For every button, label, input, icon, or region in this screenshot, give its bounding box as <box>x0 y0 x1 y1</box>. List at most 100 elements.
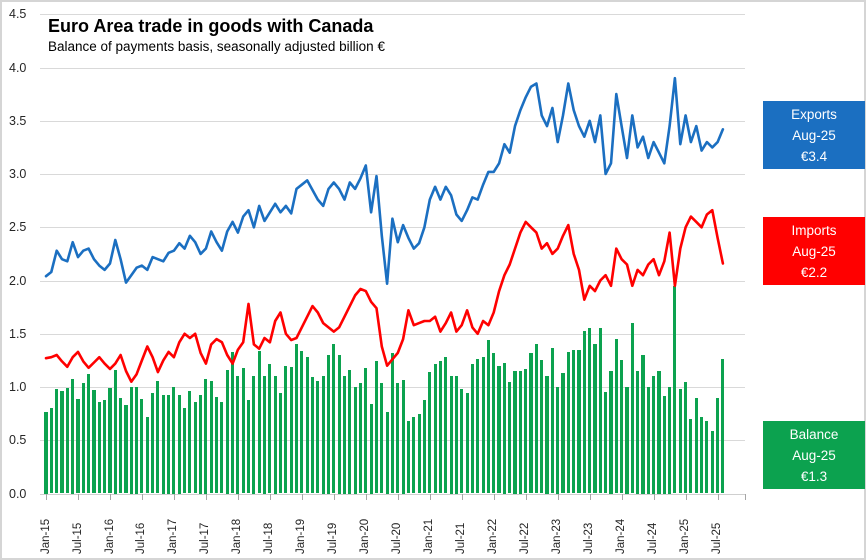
x-tick-label: Jul-24 <box>647 522 660 554</box>
exports-line <box>44 76 725 286</box>
x-tick-mark <box>525 494 527 500</box>
balance-bar <box>652 376 656 494</box>
balance-bar <box>668 387 672 494</box>
imports-line <box>44 208 725 384</box>
balance-bar <box>305 357 309 494</box>
balance-bar <box>231 351 235 494</box>
balance-bar <box>380 382 384 494</box>
balance-bar <box>678 389 682 494</box>
balance-bar <box>268 363 272 494</box>
balance-bar <box>673 285 677 494</box>
balance-bar <box>582 330 586 494</box>
x-tick-mark <box>461 494 463 500</box>
balance-bar <box>60 391 64 494</box>
x-tick-mark <box>653 494 655 500</box>
balance-bar <box>76 398 80 494</box>
x-tick-mark <box>685 494 687 500</box>
balance-bar <box>364 367 368 494</box>
balance-bar <box>124 405 128 494</box>
x-tick-label: Jan-17 <box>167 518 180 554</box>
balance-bar <box>385 411 389 494</box>
balance-bar <box>545 376 549 494</box>
x-tick-mark <box>717 494 719 500</box>
balance-bar <box>49 408 53 494</box>
balance-bar <box>433 363 437 494</box>
balance-bar <box>700 416 704 494</box>
balance-bar <box>550 347 554 494</box>
balance-bar <box>566 351 570 494</box>
exports-callout-date: Aug-25 <box>792 127 836 143</box>
y-tick-label: 3.5 <box>9 113 27 128</box>
balance-bar <box>534 344 538 494</box>
balance-bar <box>87 374 91 494</box>
balance-bar <box>289 366 293 494</box>
balance-bar <box>620 360 624 494</box>
x-tick-mark <box>397 494 399 500</box>
x-tick-label: Jul-22 <box>519 522 532 554</box>
imports-callout-value: €2.2 <box>800 264 828 280</box>
y-tick-label: 4.5 <box>9 7 27 22</box>
x-tick-mark <box>365 494 367 500</box>
balance-bar <box>97 401 101 494</box>
gridline <box>40 120 745 122</box>
gridline <box>40 174 745 175</box>
balance-bar <box>641 355 645 494</box>
balance-bar <box>119 397 123 494</box>
balance-bar <box>529 352 533 494</box>
balance-bar <box>497 365 501 494</box>
exports-callout: Exports Aug-25 €3.4 <box>763 101 865 169</box>
balance-bar <box>135 387 139 494</box>
balance-bar <box>151 393 155 494</box>
y-tick-label: 3.0 <box>9 167 27 181</box>
balance-callout-value: €1.3 <box>800 468 828 484</box>
balance-bar <box>444 357 448 494</box>
x-tick-mark <box>621 494 623 500</box>
balance-bar <box>406 421 410 494</box>
balance-bar <box>225 370 229 494</box>
balance-bar <box>167 394 171 494</box>
balance-bar <box>716 397 720 494</box>
x-tick-mark <box>237 494 239 500</box>
balance-bar <box>593 344 597 494</box>
gridline <box>40 280 745 282</box>
balance-bar <box>236 376 240 494</box>
balance-bar <box>353 387 357 494</box>
balance-bar <box>369 404 373 494</box>
x-tick-label: Jan-23 <box>551 518 564 554</box>
imports-callout-name: Imports <box>791 222 837 238</box>
balance-callout-date: Aug-25 <box>792 447 836 463</box>
balance-bar <box>470 363 474 494</box>
balance-bar <box>321 376 325 494</box>
balance-bar <box>609 371 613 494</box>
exports-callout-name: Exports <box>791 106 837 122</box>
y-tick-label: 0.5 <box>9 433 27 448</box>
balance-bar <box>199 394 203 494</box>
balance-bar <box>358 382 363 494</box>
balance-bar <box>252 376 256 494</box>
balance-bar <box>598 328 602 494</box>
x-tick-mark <box>493 494 495 500</box>
balance-bar <box>481 357 485 494</box>
x-tick-label: Jan-22 <box>487 518 500 554</box>
balance-bar <box>577 349 581 494</box>
y-tick-label: 2.5 <box>9 220 27 235</box>
balance-bar <box>156 380 160 494</box>
balance-bar <box>572 349 576 494</box>
balance-bar <box>465 393 469 494</box>
balance-bar <box>374 361 379 494</box>
x-tick-mark <box>557 494 559 500</box>
balance-bar <box>524 368 528 494</box>
balance-bar <box>294 344 299 494</box>
x-tick-mark <box>78 494 79 500</box>
x-tick-mark <box>205 494 207 500</box>
balance-bar <box>636 371 640 494</box>
balance-callout-name: Balance <box>789 426 839 442</box>
balance-bar <box>518 371 522 494</box>
balance-bar <box>145 416 149 494</box>
imports-callout: Imports Aug-25 €2.2 <box>763 217 865 285</box>
gridline <box>40 333 745 335</box>
balance-bar <box>342 376 347 494</box>
x-tick-label: Jan-21 <box>423 518 436 554</box>
